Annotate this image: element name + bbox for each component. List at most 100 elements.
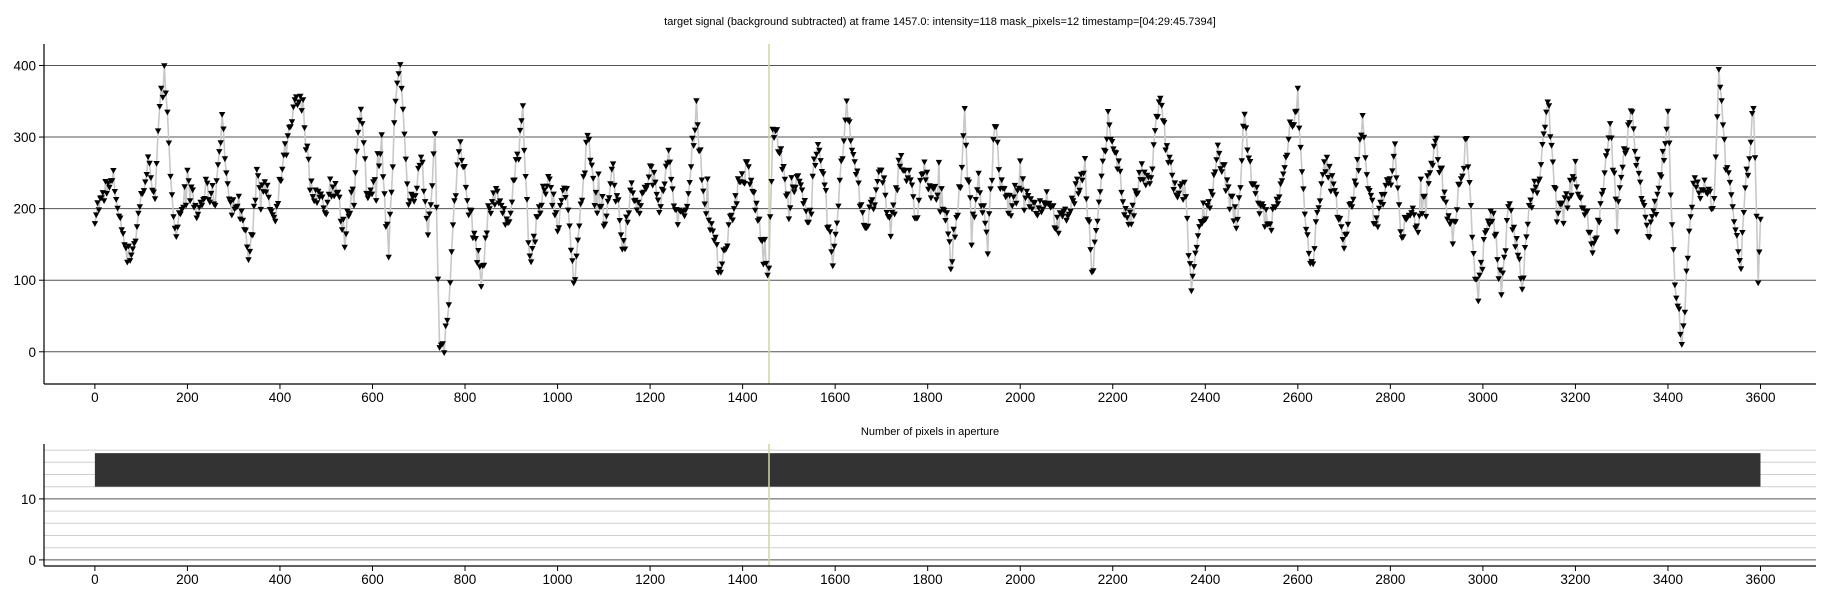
signal-point: [733, 201, 740, 208]
signal-point: [1506, 201, 1513, 207]
signal-point: [961, 106, 968, 112]
signal-point: [1715, 67, 1722, 73]
signal-point: [416, 162, 423, 169]
signal-point: [732, 193, 739, 199]
signal-point: [1212, 169, 1219, 176]
signal-point: [1319, 172, 1326, 178]
signal-point: [336, 194, 343, 201]
signal-point: [705, 217, 712, 224]
signal-point: [1528, 205, 1535, 211]
signal-point: [506, 219, 513, 226]
signal-point: [104, 180, 112, 187]
signal-point: [1616, 185, 1623, 191]
signal-x-tick-label: 2000: [1005, 390, 1035, 405]
signal-point: [872, 187, 880, 194]
signal-point: [1241, 111, 1248, 118]
signal-point: [1496, 267, 1504, 274]
signal-point: [1590, 240, 1598, 247]
signal-point: [243, 244, 251, 251]
signal-point: [1733, 233, 1741, 239]
signal-point: [1492, 231, 1500, 238]
signal-point: [264, 182, 271, 189]
signal-point: [1724, 165, 1731, 171]
signal-point: [1613, 229, 1621, 235]
signal-point: [257, 206, 264, 213]
signal-point: [357, 106, 365, 113]
signal-point: [1331, 188, 1338, 194]
signal-point: [1043, 189, 1050, 195]
signal-point: [773, 127, 781, 133]
signal-point: [1339, 237, 1346, 243]
signal-point: [1356, 137, 1364, 143]
signal-point: [1294, 85, 1301, 92]
signal-point: [1539, 142, 1546, 148]
signal-point: [1559, 200, 1566, 207]
signal-point: [448, 249, 455, 256]
signal-point: [1516, 256, 1523, 263]
signal-point: [118, 227, 125, 234]
signal-point: [1123, 215, 1131, 221]
signal-point: [1549, 159, 1557, 166]
signal-point: [1182, 194, 1190, 200]
signal-point: [341, 244, 348, 251]
signal-point: [98, 195, 105, 201]
signal-point: [1520, 275, 1527, 282]
signal-point: [1746, 156, 1753, 162]
signal-point: [1240, 123, 1247, 130]
signal-point: [1735, 249, 1742, 256]
signal-point: [1751, 155, 1759, 161]
signal-point: [384, 221, 391, 228]
signal-point: [1533, 190, 1541, 197]
signal-point: [1524, 221, 1531, 228]
signal-point: [805, 219, 812, 226]
signal-point: [102, 179, 109, 185]
signal-point: [194, 211, 202, 218]
aperture-x-tick-label: 2000: [1005, 572, 1035, 587]
signal-point: [103, 190, 110, 197]
signal-point: [605, 195, 613, 202]
signal-point: [1314, 210, 1321, 216]
signal-point: [1750, 106, 1757, 112]
signal-point: [1737, 266, 1745, 273]
signal-point: [919, 171, 927, 178]
signal-point: [1031, 200, 1038, 206]
signal-point: [189, 187, 196, 194]
aperture-bar: [94, 453, 1761, 487]
signal-point: [288, 119, 296, 126]
signal-point: [670, 203, 678, 210]
signal-point: [224, 181, 231, 187]
signal-point: [182, 202, 190, 209]
signal-point: [592, 189, 600, 196]
signal-point: [1359, 113, 1366, 119]
signal-point: [1055, 230, 1062, 237]
signal-point: [604, 198, 611, 205]
signal-point: [1527, 197, 1534, 204]
signal-point: [486, 206, 493, 213]
signal-point: [1238, 158, 1245, 164]
signal-point: [814, 142, 822, 148]
signal-point: [1071, 201, 1078, 207]
signal-point: [1119, 199, 1127, 206]
signal-point: [1680, 323, 1687, 330]
signal-point: [220, 126, 227, 133]
signal-point: [405, 202, 412, 208]
signal-point: [802, 208, 810, 215]
signal-point: [1747, 139, 1754, 146]
signal-point: [1094, 218, 1101, 225]
signal-point: [785, 216, 793, 223]
signal-point: [487, 210, 494, 217]
signal-point: [883, 210, 890, 216]
signal-point: [1115, 158, 1122, 165]
signal-point: [1498, 292, 1505, 299]
signal-point: [516, 127, 524, 134]
signal-point: [708, 221, 715, 227]
signal-point: [831, 243, 838, 250]
signal-point: [1480, 237, 1487, 243]
signal-point: [441, 350, 448, 356]
signal-point: [1630, 126, 1637, 133]
signal-point: [156, 104, 163, 110]
signal-point: [693, 98, 700, 105]
signal-point: [1635, 170, 1643, 177]
signal-point: [1714, 114, 1721, 121]
signal-point: [1126, 209, 1134, 216]
